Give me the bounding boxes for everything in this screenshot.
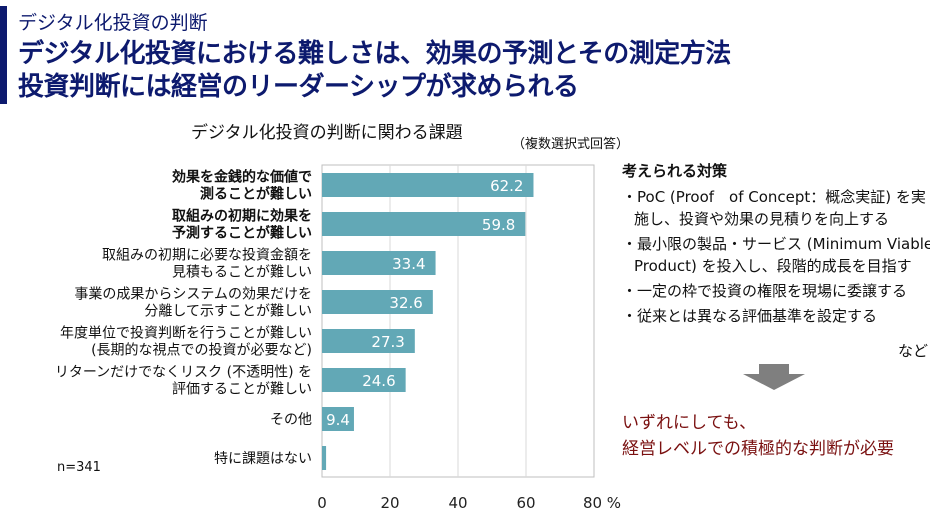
data-label: 59.8 [482,216,515,234]
x-tick-label: 20 [380,494,399,512]
category-label: 予測することが難しい [172,225,312,242]
bar [322,212,526,236]
category-label: 測ることが難しい [200,186,312,203]
x-tick-label: 0 [317,494,327,512]
countermeasure-item: ・従来とは異なる評価基準を設定する [622,307,878,325]
bar [322,368,406,392]
category-label: 評価することが難しい [172,382,312,398]
conclusion-line-1: いずれにしても、 [622,413,757,433]
category-label: 特に課題はない [214,451,312,467]
category-label: 効果を金銭的な価値で [172,169,312,186]
countermeasure-item: ・一定の枠で投資の権限を現場に委譲する [622,282,908,300]
etc-label: など [898,342,929,360]
category-label: 分離して示すことが難しい [144,303,312,320]
x-tick-label: 60 [516,494,535,512]
conclusion: いずれにしても、経営レベルでの積極的な判断が必要 [622,410,894,462]
category-label: 見積もることが難しい [172,265,312,281]
category-label: 取組みの初期に効果を [172,208,312,225]
conclusion-line-2: 経営レベルでの積極的な判断が必要 [622,439,894,459]
down-arrow-icon [743,364,805,390]
bar [322,329,415,353]
category-label: その他 [270,412,312,428]
category-label: (長期的な視点での投資が必要など) [91,343,312,359]
bar [322,173,534,197]
title-line-1: デジタル化投資における難しさは、効果の予測とその測定方法 [18,39,731,69]
countermeasures-panel: 考えられる対策 ・PoC (Proof of Concept：概念実証) を実施… [622,160,930,330]
x-tick-label: 40 [448,494,467,512]
data-label: 32.6 [389,294,422,312]
bar [322,251,436,275]
category-label: 年度単位で投資判断を行うことが難しい [60,326,312,342]
x-tick-label: 80 % [583,494,621,512]
category-label: 事業の成果からシステムの効果だけを [74,287,312,303]
category-label: リターンだけでなくリスク (不透明性) を [55,365,312,381]
data-label: 24.6 [362,372,395,390]
section-subtitle: デジタル化投資の判断 [18,12,208,34]
sample-size: n=341 [57,460,101,475]
bar [322,290,433,314]
countermeasure-item: ・最小限の製品・サービス (Minimum Viable Product) を投… [622,235,930,275]
bar [322,407,354,431]
chart-title: デジタル化投資の判断に関わる課題 [191,123,463,143]
countermeasure-item: ・PoC (Proof of Concept：概念実証) を実施し、投資や効果の… [622,188,926,228]
header-accent-bar [0,6,7,104]
chart-note: （複数選択式回答） [512,137,630,152]
title-line-2: 投資判断には経営のリーダーシップが求められる [18,72,579,102]
data-label: 27.3 [371,333,404,351]
data-label: 62.2 [490,177,523,195]
countermeasures-heading: 考えられる対策 [622,162,728,180]
page-title: デジタル化投資における難しさは、効果の予測とその測定方法 投資判断には経営のリーダ… [18,38,731,104]
bar [322,446,327,470]
data-label: 33.4 [392,255,425,273]
category-label: 取組みの初期に必要な投資金額を [102,247,312,264]
data-label: 9.4 [326,411,350,429]
